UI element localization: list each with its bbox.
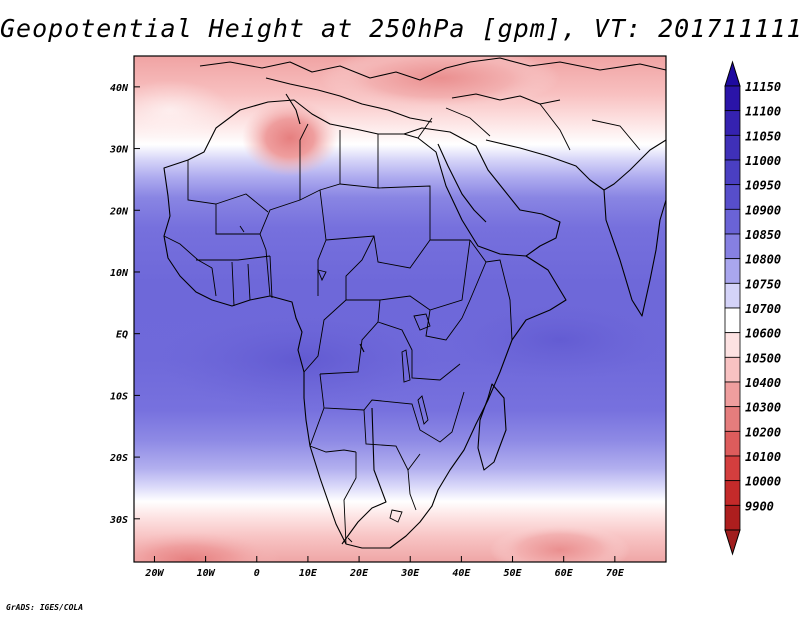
lakes <box>239 225 431 543</box>
colorbar-swatch <box>724 282 741 309</box>
colorbar-label: 11000 <box>745 154 781 168</box>
colorbar-swatch <box>724 159 741 186</box>
field-high-southeast <box>490 524 630 562</box>
lat-tick-label: 30S <box>109 515 128 526</box>
colorbar-swatch <box>724 233 741 260</box>
colorbar-label: 10750 <box>745 277 781 291</box>
colorbar-swatch <box>724 504 741 531</box>
longitude-axis: 20W 10W 0 10E 20E 30E 40E 50E 60E 70E <box>144 556 625 579</box>
lat-tick-label: 20S <box>109 453 128 464</box>
field-tropical-core-2 <box>450 300 666 380</box>
lon-tick-label: 50E <box>504 568 523 579</box>
lon-tick-label: 70E <box>606 568 625 579</box>
lon-tick-label: 0 <box>254 568 260 579</box>
colorbar-swatch <box>724 430 741 457</box>
colorbar-label: 11050 <box>745 129 781 143</box>
lat-tick-label: 40N <box>110 83 129 94</box>
field-high-turkey <box>320 56 560 110</box>
colorbar-swatch <box>724 307 741 334</box>
colorbar-label: 10600 <box>745 327 781 341</box>
colorbar-label: 10500 <box>745 351 781 365</box>
colorbar-label: 10900 <box>745 203 781 217</box>
lat-tick-label: 10S <box>110 391 128 402</box>
lon-tick-label: 20E <box>349 568 369 579</box>
colorbar-label: 10400 <box>745 376 781 390</box>
colorbar-swatch <box>724 208 741 235</box>
colorbar-label: 10000 <box>745 475 781 489</box>
colorbar-label: 10300 <box>745 401 781 415</box>
colorbar-swatch <box>724 258 741 284</box>
lon-tick-label: 30E <box>400 568 420 579</box>
colorbar-swatch <box>724 134 741 161</box>
colorbar-swatch <box>724 110 741 136</box>
field-ridge-north <box>134 80 230 140</box>
colorbar-swatch <box>724 184 741 210</box>
lon-tick-label: 10E <box>299 568 318 579</box>
colorbar-swatch <box>724 332 741 358</box>
lon-tick-label: 10W <box>197 568 216 579</box>
colorbar-swatch <box>724 480 741 506</box>
map-frame <box>133 55 667 563</box>
colorbar-swatch <box>724 381 741 408</box>
lat-tick-label: 20N <box>109 206 129 217</box>
lat-tick-label: 10N <box>110 268 129 279</box>
field-high-southwest <box>134 532 280 562</box>
colorbar-bottom-arrow <box>724 529 741 556</box>
colorbar-label: 10950 <box>745 179 781 193</box>
colorbar-top-arrow <box>724 60 741 87</box>
country-borders <box>163 103 641 545</box>
lon-tick-label: 60E <box>555 568 574 579</box>
grads-credit: GrADS: IGES/COLA <box>6 603 84 612</box>
lat-tick-label: EQ <box>116 330 128 341</box>
map-title: Geopotential Height at 250hPa [gpm], VT:… <box>0 14 800 43</box>
coastline <box>163 57 667 549</box>
colorbar-swatch <box>724 85 741 112</box>
colorbar-swatch <box>724 356 741 383</box>
colorbar-label: 10700 <box>745 302 781 316</box>
colorbar: 11150 11100 11050 11000 10950 10900 10850 10800… <box>724 60 781 556</box>
colorbar-label: 10800 <box>745 253 781 267</box>
colorbar-label: 9900 <box>745 499 774 513</box>
map-field <box>134 56 666 562</box>
colorbar-label: 10850 <box>745 228 781 242</box>
colorbar-label: 11150 <box>745 80 781 94</box>
colorbar-label: 10200 <box>745 425 781 439</box>
lon-tick-label: 40E <box>452 568 471 579</box>
field-tropical-core-1 <box>160 310 440 410</box>
colorbar-swatch <box>724 455 741 482</box>
lon-tick-label: 20W <box>144 568 164 579</box>
colorbar-label: 11100 <box>745 105 781 119</box>
latitude-axis: 40N 30N 20N 10N EQ 10S 20S 30S <box>109 83 140 526</box>
colorbar-label: 10100 <box>745 450 781 464</box>
colorbar-swatch <box>724 406 741 432</box>
lat-tick-label: 30N <box>109 145 129 156</box>
field-high-northwest <box>242 100 338 176</box>
